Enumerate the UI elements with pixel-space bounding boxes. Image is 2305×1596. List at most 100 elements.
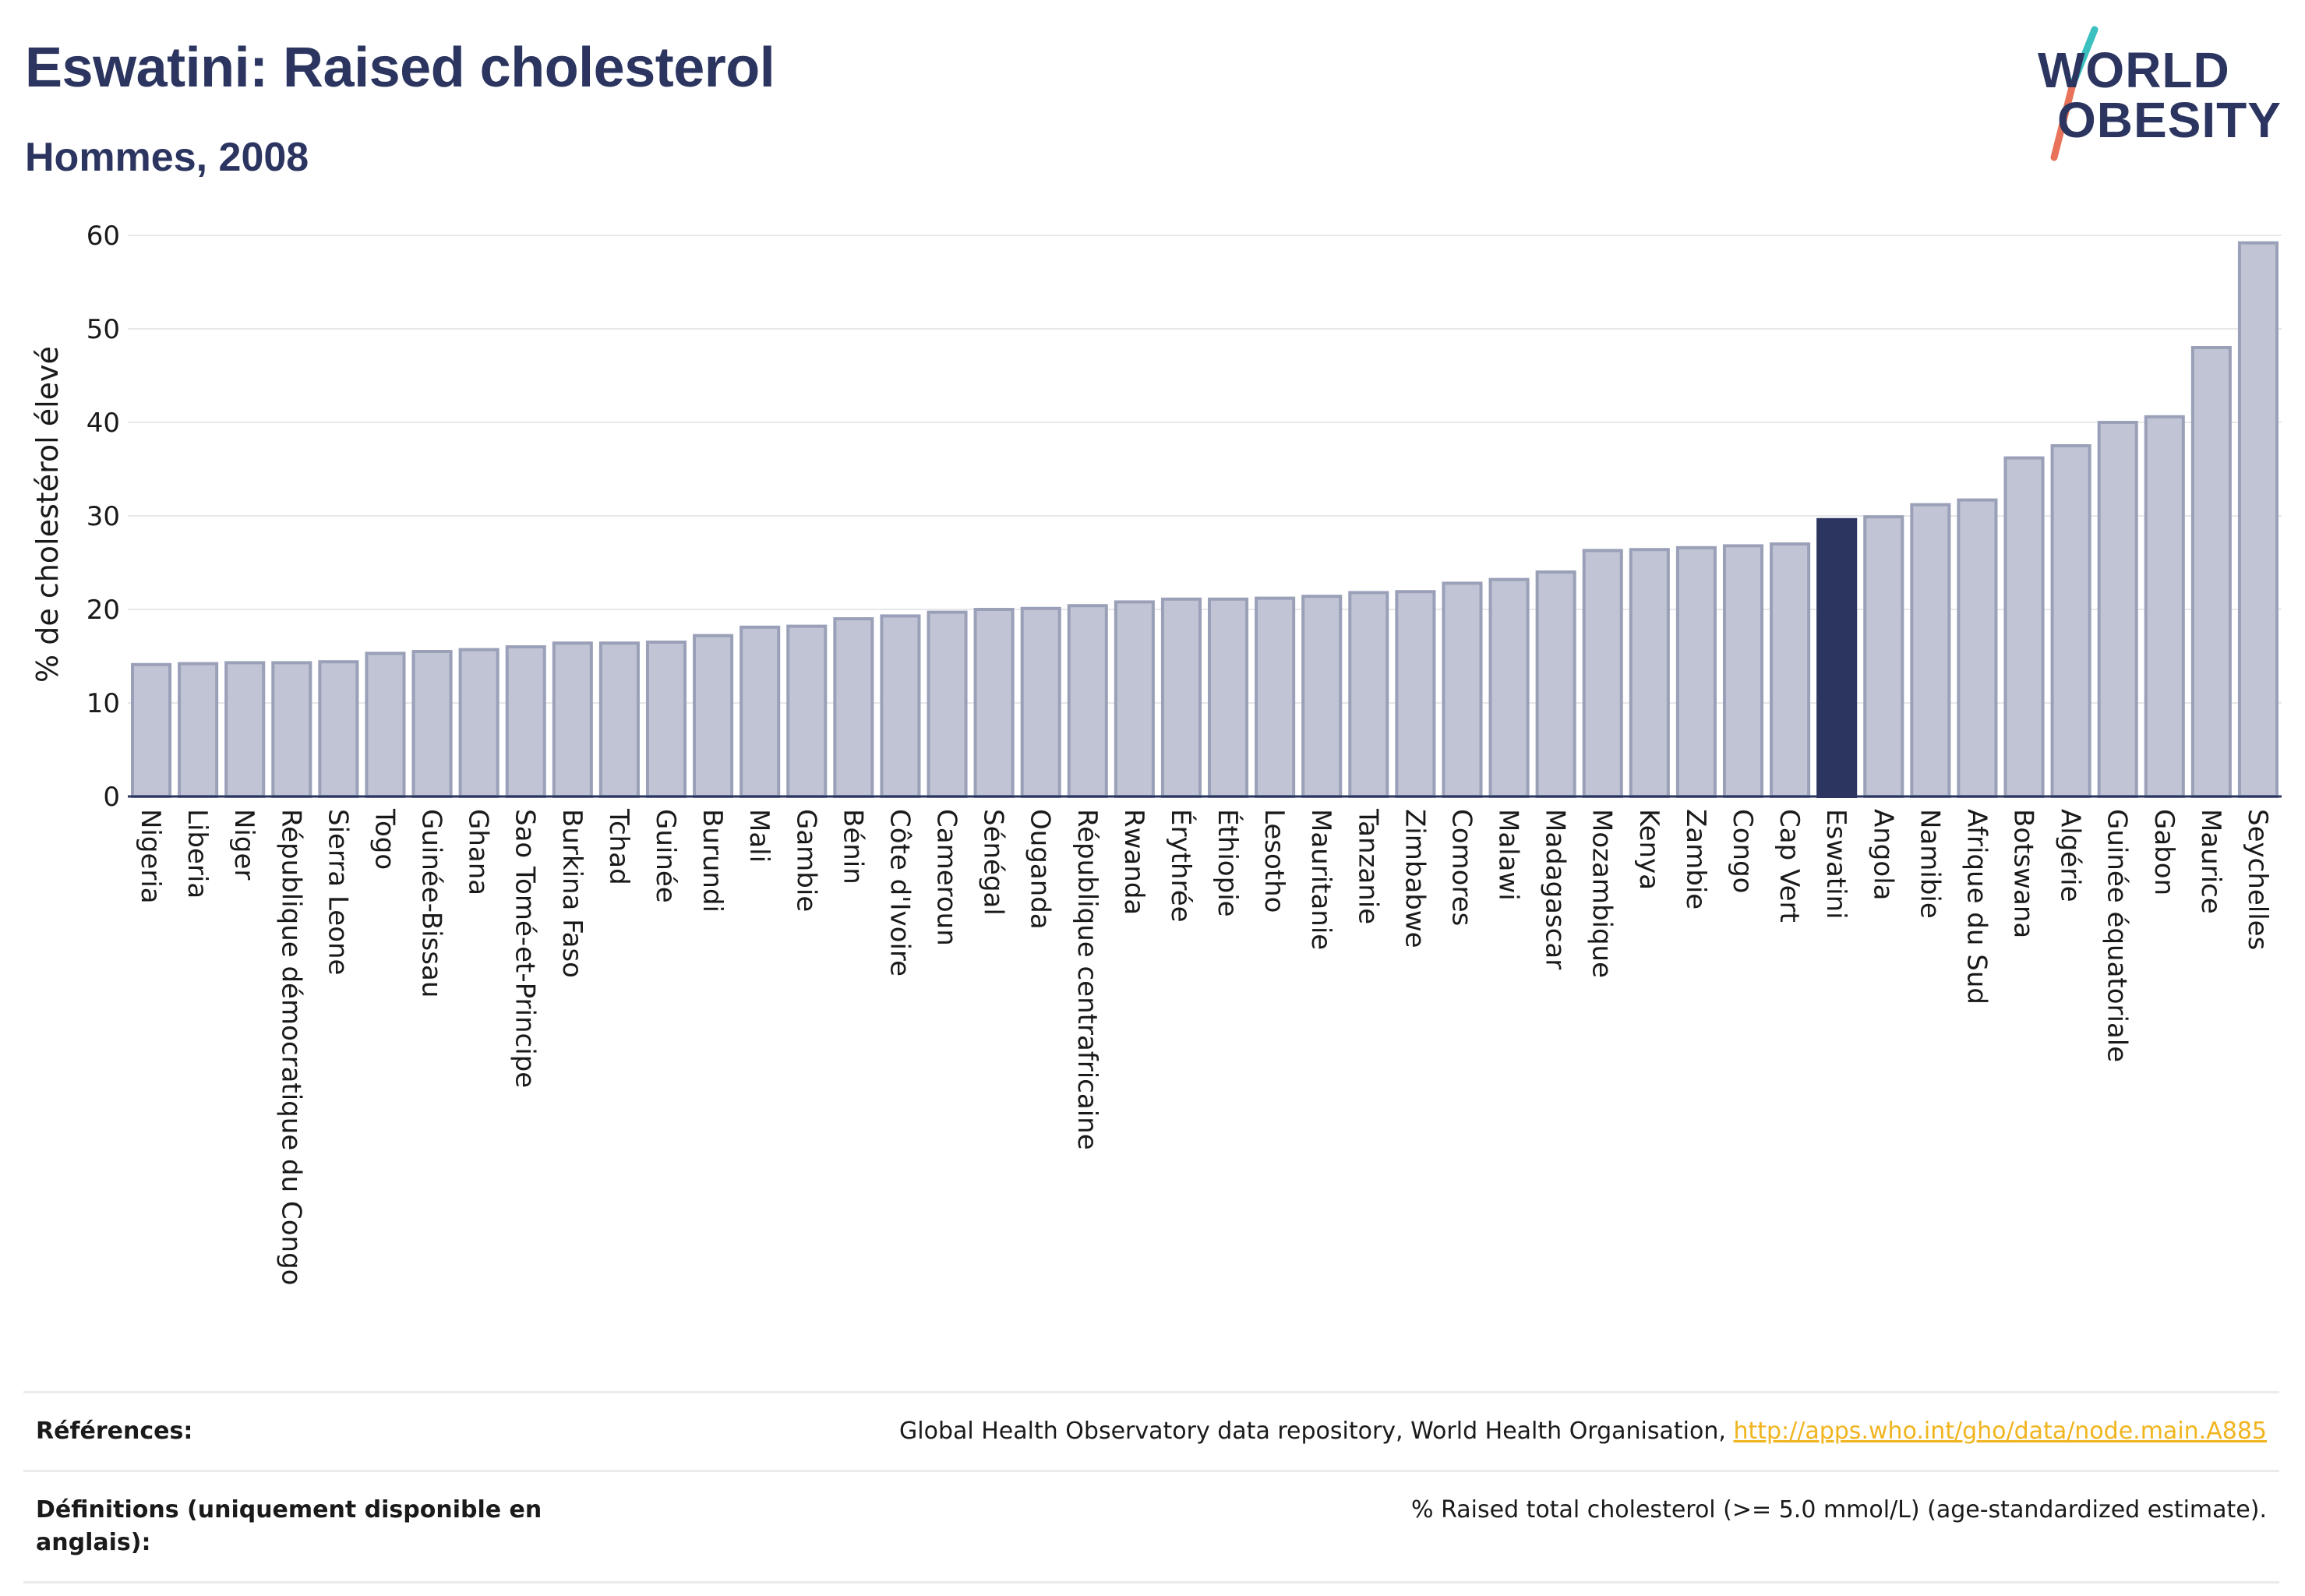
x-axis-labels: Nigeria Liberia Niger République démocratiq… (135, 808, 2273, 1285)
x-tick-label: République centrafricaine (1071, 809, 1103, 1150)
bar-gambie (786, 624, 828, 798)
bar-madagascar (1535, 570, 1576, 798)
x-tick-label: Maurice (2195, 809, 2226, 914)
bar-sierra-leone (318, 660, 359, 799)
bar-malawi (1488, 577, 1530, 798)
references-label: Références: (36, 1418, 193, 1445)
bar-angola (1863, 515, 1904, 798)
bar-maurice (2190, 346, 2232, 798)
x-tick-label: Burundi (697, 809, 728, 913)
bar-cote-d-ivoire (880, 614, 921, 799)
bar-senegal (973, 608, 1015, 798)
x-tick-label: Angola (1867, 809, 1898, 900)
bar-liberia (178, 662, 219, 798)
bar-guinee (645, 641, 687, 798)
x-tick-label: Sénégal (978, 809, 1009, 916)
y-tick-label: 60 (86, 221, 120, 252)
definitions-label: Définitions (uniquement disponible en an… (36, 1496, 542, 1556)
x-tick-label: Botswana (2008, 809, 2039, 938)
bar-guinee-equatoriale (2097, 421, 2138, 798)
bar-mali (740, 625, 781, 798)
logo-word-obesity: OBESITY (2057, 92, 2282, 148)
bar-erythree (1160, 597, 1202, 798)
y-axis-label: % de cholestérol élevé (30, 346, 65, 683)
x-tick-label: Tanzanie (1352, 808, 1383, 924)
x-tick-label: Mozambique (1587, 809, 1618, 978)
x-tick-label: Burkina Faso (556, 809, 588, 978)
y-tick-label: 0 (103, 782, 120, 813)
x-tick-label: Madagascar (1540, 809, 1571, 969)
x-tick-label: Zambie (1680, 809, 1711, 909)
x-tick-label: Comores (1445, 809, 1477, 926)
world-obesity-logo-slash-icon (2050, 26, 2099, 161)
x-tick-label: Sierra Leone (322, 809, 353, 975)
chart-title: Eswatini: Raised cholesterol (25, 37, 775, 99)
references-table: Références: Global Health Observatory da… (23, 1391, 2279, 1584)
bar-guinee-bissau (411, 650, 453, 798)
x-tick-label: Congo (1727, 809, 1758, 893)
x-tick-label: Cameroun (931, 809, 962, 946)
bar-cap-vert (1770, 542, 1811, 798)
bar-tchad (598, 641, 640, 799)
bar-congo (1722, 544, 1764, 798)
y-axis-ticks: 0 10 20 30 40 50 60 (86, 221, 120, 813)
x-tick-label: Zimbabwe (1399, 809, 1430, 948)
x-tick-label: Mauritanie (1305, 809, 1336, 950)
bar-burundi (693, 634, 734, 798)
references-source-text: Global Health Observatory data repositor… (899, 1418, 1734, 1445)
bar-algerie (2050, 444, 2091, 798)
bar-republique-centrafricaine (1067, 604, 1108, 799)
x-tick-label: Côte d'Ivoire (884, 809, 915, 976)
x-tick-label: Guinée équatoriale (2102, 809, 2133, 1062)
x-tick-label: Éthiopie (1212, 809, 1244, 917)
bars (131, 241, 2279, 799)
bar-republique-democratique-du-congo (271, 661, 312, 799)
y-tick-label: 10 (86, 688, 120, 719)
bar-ghana (458, 648, 499, 798)
bar-afrique-du-sud (1957, 498, 1998, 798)
x-tick-label: Gambie (790, 809, 821, 912)
x-tick-label: Seychelles (2242, 809, 2273, 950)
bar-nigeria (131, 662, 172, 798)
bar-cameroun (927, 610, 968, 798)
x-tick-label: Ghana (463, 809, 494, 895)
x-tick-label: Ouganda (1025, 809, 1056, 930)
x-tick-label: Niger (228, 809, 259, 880)
bar-ouganda (1020, 606, 1061, 798)
bar-eswatini (1816, 517, 1858, 798)
bar-tanzanie (1348, 591, 1389, 799)
bar-namibie (1910, 503, 1951, 798)
chart-subtitle: Hommes, 2008 (25, 135, 309, 180)
logo-word-world: WORLD (2038, 42, 2230, 98)
bar-botswana (2003, 456, 2045, 798)
x-tick-label: Guinée (650, 809, 681, 903)
bar-benin (833, 617, 874, 798)
x-tick-label: Érythrée (1165, 809, 1197, 923)
x-tick-label: Lesotho (1258, 809, 1290, 913)
references-source-link[interactable]: http://apps.who.int/gho/data/node.main.A… (1733, 1418, 2267, 1445)
x-tick-label: République démocratique du Congo (275, 809, 306, 1285)
definitions-value: % Raised total cholesterol (>= 5.0 mmol/… (1411, 1496, 2267, 1524)
x-tick-label: Mali (743, 809, 775, 863)
bar-lesotho (1255, 596, 1296, 798)
x-tick-label: Guinée-Bissau (416, 809, 447, 998)
x-tick-label: Bénin (837, 809, 868, 885)
y-tick-label: 40 (86, 408, 120, 439)
x-tick-label: Algérie (2055, 809, 2086, 902)
bar-gabon (2144, 415, 2185, 798)
bar-ethiopie (1208, 597, 1249, 798)
bar-niger (224, 661, 266, 799)
x-tick-label: Togo (369, 808, 400, 870)
bar-zimbabwe (1395, 590, 1436, 798)
bar-sao-tome-et-principe (505, 645, 546, 798)
references-value: Global Health Observatory data repositor… (887, 1393, 2279, 1470)
x-tick-label: Namibie (1914, 809, 1945, 919)
x-tick-label: Tchad (603, 808, 634, 885)
x-tick-label: Afrique du Sud (1961, 809, 1992, 1005)
bar-chart: 0 10 20 30 40 50 60 % de cholestérol élevé Nig… (30, 221, 2282, 1285)
y-tick-label: 20 (86, 595, 120, 626)
x-tick-label: Sao Tomé-et-Principe (510, 809, 541, 1088)
x-tick-label: Eswatini (1820, 809, 1851, 920)
bar-rwanda (1114, 600, 1155, 799)
y-tick-label: 30 (86, 501, 120, 532)
